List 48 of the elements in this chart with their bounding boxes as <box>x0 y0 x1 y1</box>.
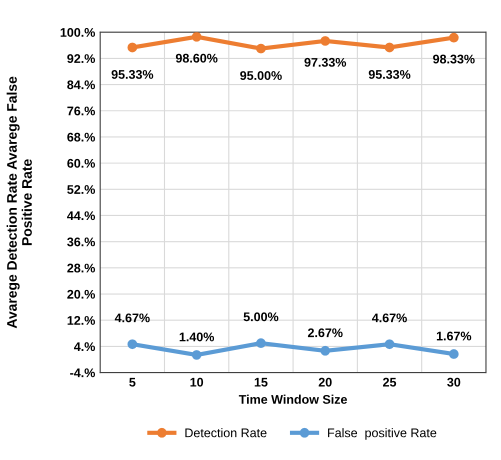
y-tick-label: 68.% <box>67 132 96 142</box>
data-label: 4.67% <box>372 313 407 322</box>
y-tick-label: 92.% <box>67 54 96 64</box>
y-tick-label: 4.% <box>74 342 96 352</box>
x-tick-label: 25 <box>383 378 396 387</box>
y-tick-label: 44.% <box>67 211 96 220</box>
x-tick-label: 20 <box>318 378 332 387</box>
y-tick-label: 36.% <box>67 237 96 246</box>
point <box>320 36 330 46</box>
y-tick-label: 12.% <box>68 316 96 325</box>
point <box>384 339 394 350</box>
y-tick-label: 52.% <box>67 185 96 194</box>
y-tick-label: 84.% <box>67 80 96 90</box>
data-label: 2.67% <box>308 328 343 338</box>
point <box>256 44 266 54</box>
point <box>448 32 459 43</box>
data-label: 4.67% <box>114 313 150 322</box>
data-label: 98.60% <box>176 54 218 63</box>
point <box>384 42 394 52</box>
y-axis-title: Avarege Detection Rate Avarege False Positive Rate <box>6 76 32 328</box>
x-tick-label: 10 <box>190 378 204 387</box>
point <box>127 42 138 52</box>
data-label: 95.33% <box>368 70 410 79</box>
data-label: 1.40% <box>180 332 214 342</box>
data-label: 98.33% <box>433 54 475 64</box>
data-label: 1.67% <box>436 332 472 340</box>
x-tick-label: 30 <box>447 378 460 387</box>
point <box>192 32 202 42</box>
legend-label: Detection Rate <box>185 428 266 438</box>
x-tick-label: 5 <box>129 378 136 387</box>
y-tick-label: 20.% <box>67 290 96 299</box>
y-tick-label: -4.% <box>70 368 96 378</box>
point <box>256 338 266 348</box>
data-label: 95.00% <box>240 71 282 80</box>
point <box>448 349 459 359</box>
y-tick-label: 60.% <box>67 158 96 168</box>
data-label: 95.33% <box>112 70 154 79</box>
point <box>127 339 138 350</box>
data-label: 97.33% <box>304 58 346 67</box>
legend-label: False positive Rate <box>328 428 436 440</box>
y-tick-label: 28.% <box>67 264 96 273</box>
x-axis-title: Time Window Size <box>238 394 348 404</box>
point <box>192 350 202 360</box>
point <box>320 346 330 356</box>
data-label: 5.00% <box>244 312 278 322</box>
y-tick-label: 76.% <box>67 106 96 116</box>
x-tick-label: 15 <box>254 378 268 387</box>
y-tick-label: 100.% <box>60 28 96 37</box>
